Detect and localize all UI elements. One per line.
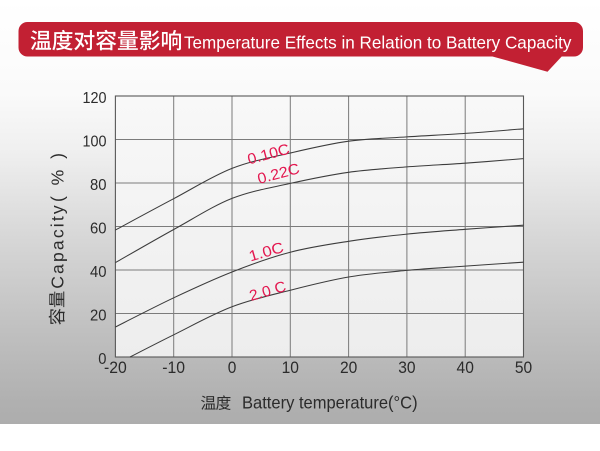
svg-text:100: 100 <box>83 134 107 151</box>
svg-text:30: 30 <box>398 358 415 377</box>
svg-text:80: 80 <box>90 177 107 194</box>
svg-text:-10: -10 <box>162 358 185 377</box>
svg-text:Temperature Effects in Relatio: Temperature Effects in Relation to Batte… <box>184 32 572 52</box>
svg-text:40: 40 <box>457 358 474 377</box>
svg-text:120: 120 <box>83 90 107 107</box>
svg-text:-20: -20 <box>104 358 127 377</box>
svg-text:20: 20 <box>340 358 357 377</box>
svg-text:Capacity: Capacity <box>47 205 67 289</box>
svg-text:50: 50 <box>515 358 532 377</box>
svg-text:( % ): ( % ) <box>47 153 67 202</box>
svg-text:60: 60 <box>90 221 107 238</box>
svg-text:10: 10 <box>282 358 299 377</box>
svg-text:20: 20 <box>90 308 107 325</box>
svg-text:0: 0 <box>228 358 237 377</box>
svg-text:Battery temperature(°C): Battery temperature(°C) <box>242 393 418 413</box>
svg-text:40: 40 <box>90 264 107 281</box>
svg-text:0: 0 <box>98 351 106 368</box>
